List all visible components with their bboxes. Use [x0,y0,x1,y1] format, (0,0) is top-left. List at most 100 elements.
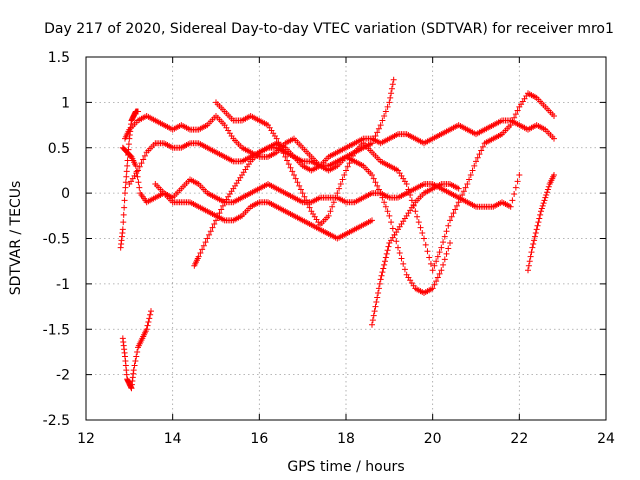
data-point [381,199,388,206]
data-point [145,318,152,325]
data-point [509,197,516,204]
data-point [206,231,213,238]
data-point [469,167,476,174]
data-point [373,299,380,306]
data-point [407,191,414,198]
data-point [122,184,129,191]
data-point [138,160,145,167]
data-point [540,200,547,207]
data-point [384,247,391,254]
data-point [121,204,128,211]
data-point [378,272,385,279]
data-point [443,250,450,257]
data-point [448,213,455,220]
data-point [453,202,460,209]
data-point [370,175,377,182]
data-marks [117,76,557,392]
data-point [204,235,211,242]
data-point [434,253,441,260]
data-point [460,188,467,195]
data-point [539,202,546,209]
data-point [202,239,209,246]
data-point [211,220,218,227]
x-axis-label: GPS time / hours [287,459,404,475]
data-point [339,176,346,183]
data-point [455,199,462,206]
data-point [525,262,532,269]
data-point [441,256,448,263]
data-point [136,163,143,170]
data-point [125,146,132,153]
data-point [450,210,457,217]
data-point [385,243,392,250]
data-point [332,194,339,201]
data-point [294,179,301,186]
data-point [440,239,447,246]
data-point [531,237,538,244]
data-point [119,226,126,233]
data-point [325,212,332,219]
data-point [507,203,514,210]
data-point [136,184,143,191]
data-point [426,254,433,261]
y-tick-label: 0 [61,186,70,202]
y-axis-label: SDTVAR / TECUs [8,181,24,296]
data-point [531,233,538,240]
data-point [393,238,400,245]
data-point [372,179,379,186]
data-point [122,190,128,197]
data-point [375,186,382,193]
data-point [527,253,534,260]
series-sat-a [119,144,523,210]
x-tick-label: 16 [250,431,268,447]
data-point [525,267,531,274]
data-point [377,122,384,129]
data-point [412,208,419,215]
data-point [131,362,138,369]
data-point [528,249,535,256]
data-point [135,179,142,186]
data-point [512,184,519,191]
x-tick-label: 20 [424,431,442,447]
y-tick-label: -1 [56,277,70,293]
data-point [447,217,453,224]
data-point [282,153,289,160]
data-point [346,160,353,167]
y-tick-label: -1.5 [43,322,70,338]
y-tick-label: 1.5 [48,50,70,66]
data-point [121,197,128,204]
data-point [381,112,388,119]
data-point [382,258,388,265]
data-point [336,185,343,192]
data-point [374,182,381,189]
data-point [147,311,154,318]
data-point [447,240,453,247]
data-point [400,260,407,267]
x-tick-label: 14 [164,431,182,447]
data-point [377,190,384,197]
data-point [551,135,557,142]
data-point [374,129,381,136]
x-tick-label: 24 [597,431,615,447]
data-point [544,186,551,193]
data-point [473,158,479,165]
data-point [401,266,408,273]
data-point [327,208,334,215]
data-point [514,178,521,185]
data-point [427,260,434,267]
data-point [382,203,389,210]
data-point [304,201,311,208]
data-point [287,164,294,171]
data-point [479,143,486,150]
axis-ticks: 12 14 16 18 20 22 24 -2.5 -2 -1.5 -1 -0.5 0 0.5 1 1.5 [43,50,615,447]
data-point [511,114,518,121]
chart-title: Day 217 of 2020, Sidereal Day-to-day VTE… [44,21,614,37]
data-point [195,253,202,260]
data-point [509,118,516,125]
data-point [438,267,445,274]
data-point [375,289,382,296]
data-point [422,241,429,248]
data-point [273,135,280,142]
data-point [375,285,382,292]
data-point [544,189,551,196]
